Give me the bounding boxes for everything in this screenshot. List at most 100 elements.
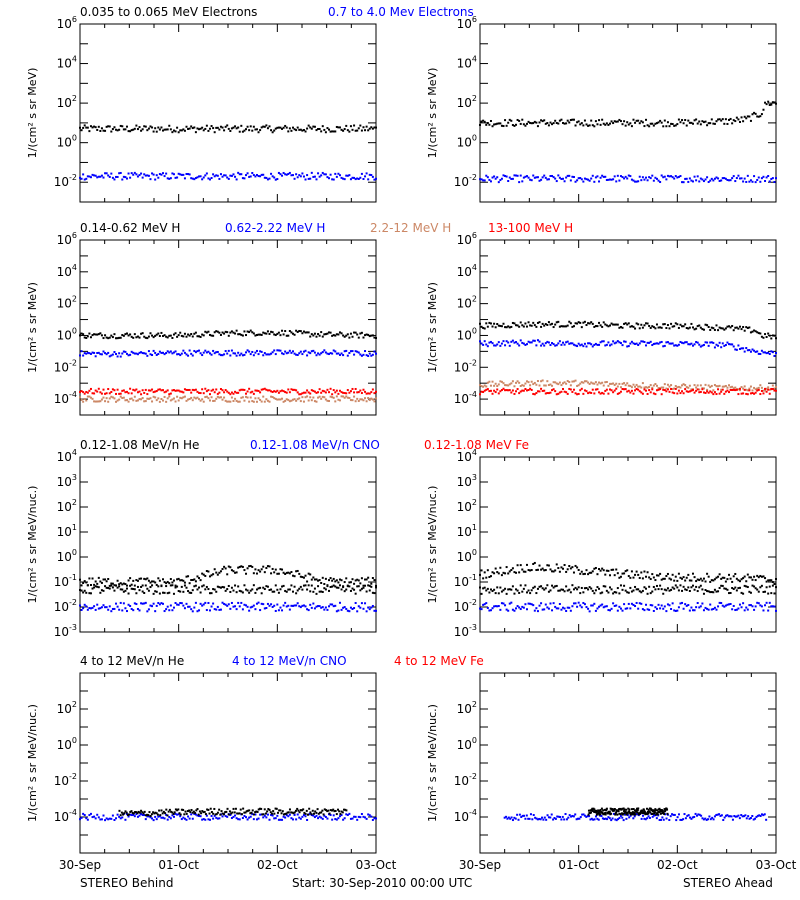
data-point (757, 576, 760, 579)
data-point (706, 572, 709, 575)
data-point (232, 352, 235, 355)
data-point (290, 584, 293, 587)
data-point (759, 393, 762, 396)
data-point (190, 125, 193, 128)
data-point (199, 815, 202, 818)
data-point (572, 815, 575, 818)
data-point (565, 585, 568, 588)
data-point (621, 387, 624, 390)
data-point (91, 816, 94, 819)
data-point (79, 578, 81, 581)
data-point (201, 818, 204, 821)
data-point (624, 811, 627, 814)
data-point (657, 574, 660, 577)
data-point (122, 350, 125, 353)
data-point (224, 811, 227, 814)
data-point (284, 812, 287, 815)
data-point (104, 585, 107, 588)
data-point (99, 391, 102, 394)
data-point (653, 811, 656, 814)
data-point (673, 587, 676, 590)
data-point (226, 331, 229, 334)
data-point (519, 174, 522, 177)
data-point (324, 131, 327, 134)
data-point (113, 607, 116, 610)
data-point (204, 574, 207, 577)
data-point (655, 323, 658, 326)
data-point (760, 605, 763, 608)
data-point (190, 591, 193, 594)
data-point (119, 582, 122, 585)
data-point (494, 344, 497, 347)
data-point (637, 573, 640, 576)
data-point (666, 808, 669, 811)
series-0 (79, 812, 377, 822)
data-point (82, 400, 85, 403)
data-point (97, 576, 100, 579)
data-point (288, 127, 291, 130)
data-point (583, 814, 586, 817)
data-point (345, 174, 348, 177)
data-point (337, 392, 340, 395)
data-point (515, 381, 518, 384)
data-point (176, 335, 179, 338)
data-point (351, 399, 354, 402)
data-point (312, 812, 315, 815)
data-point (699, 584, 702, 587)
data-point (88, 332, 91, 335)
data-point (764, 604, 767, 607)
series-0 (503, 812, 768, 822)
data-point (632, 179, 635, 182)
data-point (732, 387, 735, 390)
data-point (177, 590, 180, 593)
data-point (127, 815, 130, 818)
data-point (354, 350, 357, 353)
data-point (735, 388, 738, 391)
data-point (682, 325, 685, 328)
data-point (665, 390, 668, 393)
data-point (127, 592, 130, 595)
data-point (746, 389, 749, 392)
data-point (343, 396, 346, 399)
data-point (504, 175, 507, 178)
data-point (621, 609, 624, 612)
data-point (720, 390, 723, 393)
data-point (524, 322, 527, 325)
data-point (285, 352, 288, 355)
data-point (296, 330, 299, 333)
data-point (191, 177, 194, 180)
data-point (489, 609, 492, 612)
data-point (287, 172, 290, 175)
data-point (679, 323, 682, 326)
data-point (104, 352, 107, 355)
data-point (168, 334, 171, 337)
data-point (146, 577, 149, 580)
data-point (721, 177, 724, 180)
data-point (676, 609, 679, 612)
data-point (162, 816, 165, 819)
data-point (140, 129, 143, 132)
data-point (190, 396, 193, 399)
data-point (590, 391, 593, 394)
data-point (89, 336, 92, 339)
data-point (154, 390, 157, 393)
data-point (315, 592, 318, 595)
data-point (486, 606, 489, 609)
data-point (110, 130, 113, 133)
data-point (684, 341, 687, 344)
data-point (93, 351, 96, 354)
data-point (630, 813, 633, 816)
data-point (565, 570, 568, 573)
data-point (562, 177, 565, 180)
data-point (134, 810, 137, 813)
data-point (546, 814, 549, 817)
data-point (136, 353, 139, 356)
data-point (595, 809, 598, 812)
data-point (154, 815, 157, 818)
data-point (248, 331, 251, 334)
data-point (307, 331, 310, 334)
data-point (155, 130, 158, 133)
data-point (121, 583, 124, 586)
data-point (202, 584, 205, 587)
data-point (364, 602, 367, 605)
